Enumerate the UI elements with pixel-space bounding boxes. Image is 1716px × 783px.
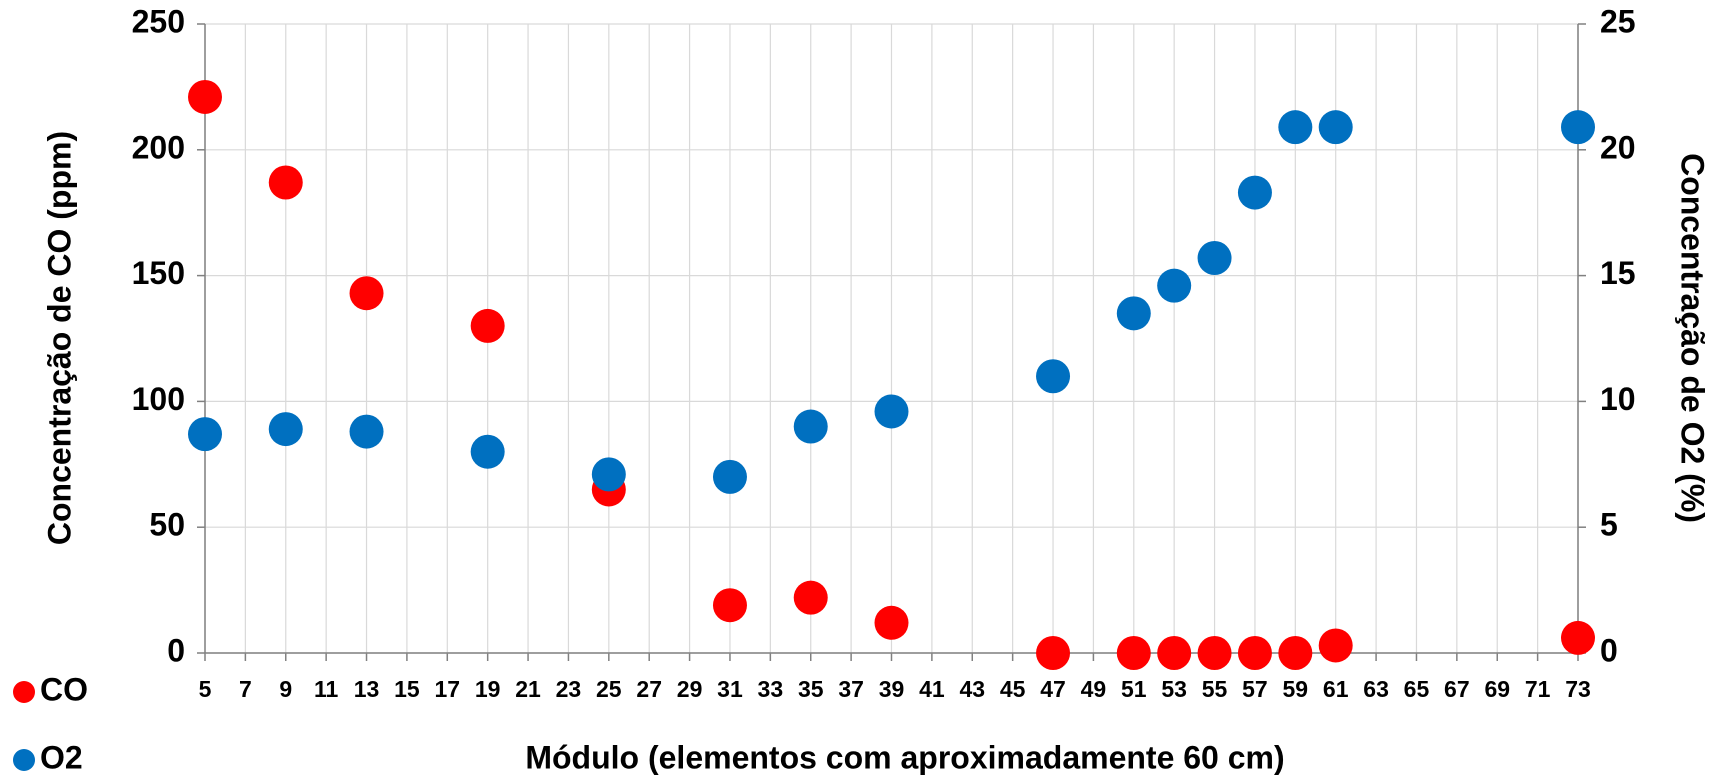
x-tick-label: 19 [475,676,501,702]
point [874,605,909,640]
point [188,417,222,452]
x-tick-label: 59 [1283,676,1309,702]
point [1237,175,1272,210]
point [1116,636,1151,670]
point [712,588,747,623]
point [349,414,384,449]
x-tick-label: 17 [434,676,460,702]
point [1197,636,1232,670]
point [1318,628,1353,663]
x-tick-label: 27 [636,676,662,702]
legend-marker [13,749,35,771]
x-tick-label: 41 [919,676,945,702]
x-tick-label: 45 [1000,676,1026,702]
y2-axis-title: Concentração de O2 (%) [1675,153,1711,523]
point [1237,636,1272,670]
y2-tick-label: 0 [1600,632,1618,668]
point [1278,110,1313,145]
x-tick-label: 69 [1484,676,1510,702]
x-tick-label: 13 [354,676,380,702]
legend-label: CO [40,671,88,707]
x-tick-label: 55 [1202,676,1228,702]
x-tick-label: 51 [1121,676,1147,702]
point [1278,636,1313,670]
point [1157,268,1192,303]
y-tick-label: 250 [132,3,185,39]
x-tick-label: 11 [314,676,339,702]
point [268,165,303,200]
legend-label: O2 [40,739,83,775]
x-tick-label: 63 [1363,676,1389,702]
x-tick-label: 57 [1242,676,1268,702]
point [188,79,222,114]
x-tick-label: 61 [1323,676,1349,702]
y-tick-label: 150 [132,255,185,291]
point [1036,636,1071,670]
point [1197,240,1232,275]
y-tick-label: 200 [132,129,185,165]
legend-marker [13,681,35,703]
point [1116,296,1151,331]
x-tick-label: 53 [1161,676,1187,702]
x-tick-label: 15 [394,676,420,702]
point [470,308,505,343]
x-tick-label: 71 [1525,676,1551,702]
y-tick-label: 0 [167,632,185,668]
x-tick-label: 25 [596,676,622,702]
point [349,276,384,311]
x-tick-label: 5 [199,676,212,702]
x-tick-label: 67 [1444,676,1470,702]
x-tick-label: 35 [798,676,824,702]
point [1561,110,1595,145]
point [268,412,303,447]
y-tick-label: 50 [149,507,185,543]
point [874,394,909,429]
y2-tick-label: 20 [1600,129,1636,165]
point [1036,359,1071,394]
x-tick-label: 49 [1081,676,1107,702]
point [1157,636,1192,670]
x-tick-label: 21 [515,676,541,702]
y2-tick-label: 5 [1600,507,1618,543]
y-axis-title: Concentração de CO (ppm) [41,131,77,545]
point [1561,620,1595,655]
x-tick-label: 65 [1404,676,1430,702]
x-tick-label: 47 [1040,676,1066,702]
point [1318,110,1353,145]
point [793,409,828,444]
x-tick-label: 9 [279,676,292,702]
x-tick-label: 33 [758,676,784,702]
y2-tick-label: 15 [1600,255,1636,291]
x-tick-label: 39 [879,676,905,702]
x-axis-title: Módulo (elementos com aproximadamente 60… [525,739,1284,775]
point [793,580,828,615]
y2-tick-label: 25 [1600,3,1636,39]
x-tick-label: 31 [717,676,743,702]
x-tick-label: 73 [1565,676,1591,702]
x-tick-label: 43 [959,676,985,702]
x-tick-label: 29 [677,676,703,702]
y-tick-label: 100 [132,381,185,417]
y2-tick-label: 10 [1600,381,1636,417]
x-tick-label: 37 [838,676,864,702]
point [712,459,747,494]
x-tick-label: 7 [239,676,252,702]
point [470,434,505,469]
x-tick-label: 23 [556,676,582,702]
point [591,457,626,492]
